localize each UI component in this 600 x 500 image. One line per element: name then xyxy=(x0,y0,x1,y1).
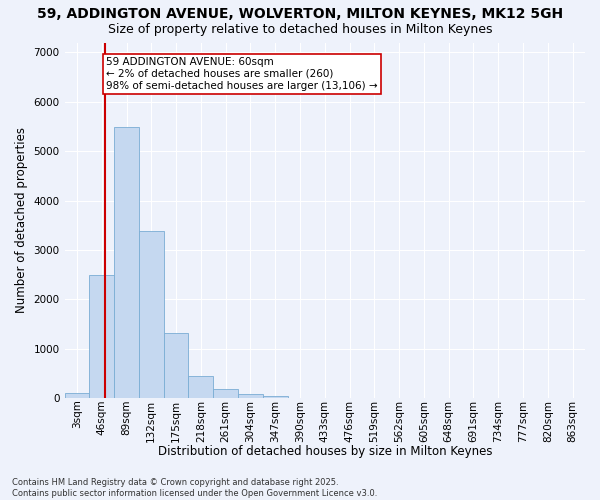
Bar xyxy=(188,376,213,398)
Bar xyxy=(213,388,238,398)
Bar xyxy=(114,128,139,398)
Text: 59, ADDINGTON AVENUE, WOLVERTON, MILTON KEYNES, MK12 5GH: 59, ADDINGTON AVENUE, WOLVERTON, MILTON … xyxy=(37,8,563,22)
Bar xyxy=(65,394,89,398)
Y-axis label: Number of detached properties: Number of detached properties xyxy=(15,128,28,314)
Text: 59 ADDINGTON AVENUE: 60sqm
← 2% of detached houses are smaller (260)
98% of semi: 59 ADDINGTON AVENUE: 60sqm ← 2% of detac… xyxy=(106,58,378,90)
Bar xyxy=(164,334,188,398)
Bar xyxy=(238,394,263,398)
Bar xyxy=(139,231,164,398)
Bar xyxy=(89,274,114,398)
X-axis label: Distribution of detached houses by size in Milton Keynes: Distribution of detached houses by size … xyxy=(158,444,492,458)
Text: Contains HM Land Registry data © Crown copyright and database right 2025.
Contai: Contains HM Land Registry data © Crown c… xyxy=(12,478,377,498)
Bar xyxy=(263,396,287,398)
Text: Size of property relative to detached houses in Milton Keynes: Size of property relative to detached ho… xyxy=(108,22,492,36)
